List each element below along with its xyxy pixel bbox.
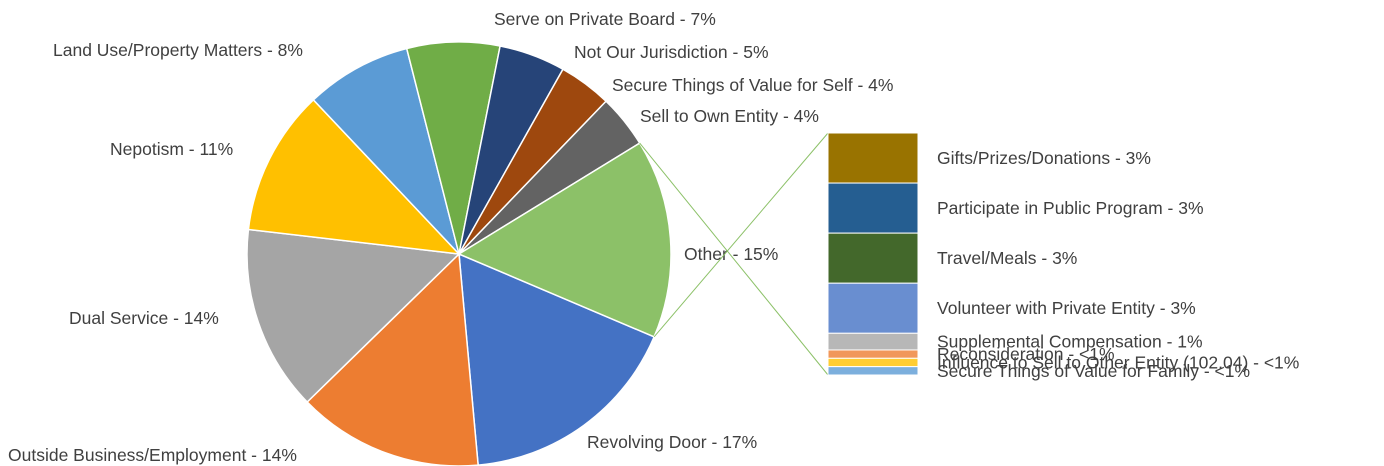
pie-label-land-use-property-matters-8: Land Use/Property Matters - 8% [53, 40, 303, 60]
pie-label-not-our-jurisdiction-5: Not Our Jurisdiction - 5% [574, 42, 769, 62]
pie-slice-dual-service-14 [246, 228, 461, 404]
bar-labels: Gifts/Prizes/Donations - 3% Participate i… [937, 148, 1299, 381]
pie-labels: Revolving Door - 17% Outside Business/Emp… [8, 9, 893, 465]
bar-segment-participate-in-public-program-3 [827, 182, 919, 234]
bar-segment-gifts-prizes-donations-3 [827, 132, 919, 184]
bar-label-influence-to-sell-to-other-entity-102-04-1: Influence to Sell to Other Entity (102.0… [937, 352, 1299, 372]
bar-label-gifts-prizes-donations-3: Gifts/Prizes/Donations - 3% [937, 148, 1151, 168]
bar-segments [827, 132, 919, 376]
bar-segment-volunteer-with-private-entity-3 [827, 282, 919, 334]
pie-label-outside-business-employment-14: Outside Business/Employment - 14% [8, 445, 297, 465]
bar-label-volunteer-with-private-entity-3: Volunteer with Private Entity - 3% [937, 298, 1196, 318]
bar-label-secure-things-of-value-for-family-1: Secure Things of Value for Family - <1% [937, 361, 1250, 381]
pie-label-secure-things-of-value-for-self-4: Secure Things of Value for Self - 4% [612, 75, 893, 95]
bar-segment-reconsideration-1 [827, 349, 919, 359]
pie-label-serve-on-private-board-7: Serve on Private Board - 7% [494, 9, 716, 29]
bar-label-participate-in-public-program-3: Participate in Public Program - 3% [937, 198, 1204, 218]
bar-label-reconsideration-1: Reconsideration - <1% [937, 344, 1115, 364]
pie-slice-land-use-property-matters-8 [312, 47, 461, 257]
bar-segment-travel-meals-3 [827, 232, 919, 284]
pie-slices [246, 41, 672, 466]
pie-label-sell-to-own-entity-4: Sell to Own Entity - 4% [640, 106, 819, 126]
connector-lines [639, 132, 829, 376]
pie-label-other-15: Other - 15% [684, 244, 778, 264]
pie-label-dual-service-14: Dual Service - 14% [69, 308, 219, 328]
pie-slice-other-15 [457, 142, 672, 338]
connector-top [653, 132, 829, 338]
connector-bottom [639, 142, 829, 376]
pie-slice-revolving-door-17 [458, 252, 656, 466]
pie-label-revolving-door-17: Revolving Door - 17% [587, 432, 757, 452]
pie-label-nepotism-11: Nepotism - 11% [110, 139, 233, 159]
bar-label-supplemental-compensation-1: Supplemental Compensation - 1% [937, 332, 1203, 352]
bar-segment-supplemental-compensation-1 [827, 332, 919, 351]
bar-segment-secure-things-of-value-for-family-1 [827, 366, 919, 376]
pie-slice-nepotism-11 [247, 98, 461, 255]
bar-segment-influence-to-sell-to-other-entity-102-04-1 [827, 357, 919, 368]
bar-label-travel-meals-3: Travel/Meals - 3% [937, 248, 1077, 268]
